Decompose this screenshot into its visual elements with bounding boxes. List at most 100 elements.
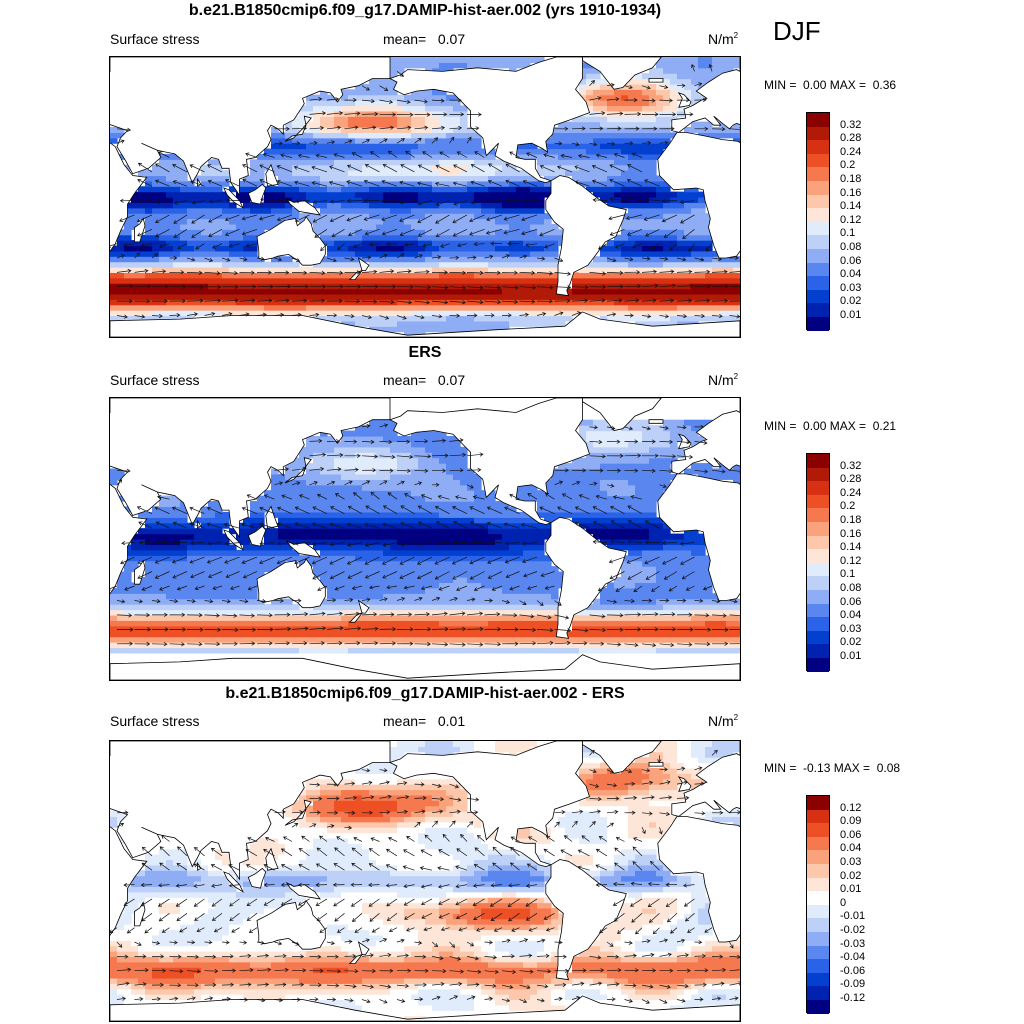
stress-vector: [379, 315, 390, 320]
field-cell: [656, 642, 664, 649]
stress-vector: [155, 199, 170, 205]
field-cell: [369, 256, 377, 263]
field-cell: [159, 213, 167, 220]
field-cell: [516, 250, 524, 257]
field-cell: [327, 100, 335, 107]
field-cell: [691, 283, 699, 290]
field-cell: [607, 245, 615, 252]
field-cell: [299, 148, 307, 155]
field-cell: [516, 245, 524, 252]
field-cell: [432, 137, 440, 144]
field-cell: [656, 89, 664, 96]
field-cell: [278, 304, 286, 311]
field-cell: [509, 636, 517, 643]
field-cell: [530, 143, 538, 150]
field-cell: [327, 288, 335, 295]
field-cell: [173, 310, 181, 317]
field-cell: [390, 234, 398, 241]
field-cell: [138, 576, 146, 583]
field-cell: [299, 159, 307, 166]
field-cell: [691, 213, 699, 220]
stress-vector: [344, 284, 362, 289]
field-cell: [698, 593, 706, 600]
field-cell: [411, 57, 419, 63]
field-cell: [236, 576, 244, 583]
field-cell: [446, 267, 454, 273]
field-cell: [236, 267, 244, 273]
field-cell: [726, 304, 734, 311]
field-cell: [124, 609, 132, 616]
stress-vector: [291, 312, 302, 317]
stress-vector: [256, 312, 267, 317]
field-cell: [530, 560, 538, 567]
field-cell: [362, 304, 370, 311]
field-cell: [306, 186, 314, 193]
field-cell: [642, 218, 650, 225]
field-cell: [411, 132, 419, 139]
field-cell: [698, 560, 706, 567]
field-cell: [208, 191, 216, 198]
field-cell: [579, 636, 587, 643]
field-cell: [712, 272, 720, 279]
field-cell: [299, 132, 307, 139]
field-cell: [376, 310, 384, 317]
field-cell: [516, 186, 524, 193]
field-cell: [152, 304, 160, 311]
field-cell: [362, 614, 370, 621]
field-cell: [390, 78, 398, 85]
stress-vector: [169, 284, 187, 289]
stress-vector: [136, 214, 153, 223]
field-cell: [369, 143, 377, 150]
field-cell: [656, 261, 664, 268]
field-cell: [656, 576, 664, 583]
field-cell: [250, 202, 258, 209]
field-cell: [341, 604, 349, 611]
field-cell: [201, 277, 209, 284]
field-cell: [565, 127, 573, 133]
field-cell: [404, 223, 412, 230]
field-cell: [439, 272, 447, 279]
field-cell: [355, 100, 363, 107]
field-cell: [166, 191, 174, 198]
stress-vector: [543, 153, 555, 158]
field-cell: [467, 614, 475, 621]
field-cell: [264, 223, 272, 230]
field-cell: [579, 148, 587, 155]
field-cell: [397, 256, 405, 263]
field-cell: [453, 159, 461, 166]
field-cell: [642, 636, 650, 643]
field-cell: [446, 137, 454, 144]
field-cell: [348, 571, 356, 578]
field-cell: [285, 642, 293, 649]
field-cell: [516, 218, 524, 225]
field-cell: [509, 218, 517, 225]
colorbar-tick-label: 0.04: [840, 268, 862, 281]
field-cell: [110, 642, 118, 649]
field-cell: [187, 223, 195, 230]
field-cell: [425, 609, 433, 616]
stress-vector: [291, 126, 308, 131]
field-cell: [201, 175, 209, 182]
stress-vector: [609, 178, 625, 187]
stress-vector: [382, 163, 398, 173]
field-cell: [341, 148, 349, 155]
stress-vector: [314, 229, 328, 238]
field-cell: [341, 110, 349, 117]
field-cell: [173, 571, 181, 578]
field-cell: [201, 647, 209, 654]
stress-vector: [414, 285, 432, 290]
field-cell: [145, 315, 153, 322]
field-cell: [404, 283, 412, 290]
field-cell: [502, 197, 510, 203]
field-cell: [698, 234, 706, 241]
panel-2-map-svg: [110, 398, 740, 680]
field-cell: [628, 250, 636, 257]
field-cell: [138, 636, 146, 643]
field-cell: [425, 164, 433, 171]
field-cell: [404, 593, 412, 600]
field-cell: [124, 277, 132, 284]
field-cell: [348, 229, 356, 236]
stress-vector: [399, 214, 415, 222]
field-cell: [341, 170, 349, 177]
field-cell: [320, 218, 328, 225]
